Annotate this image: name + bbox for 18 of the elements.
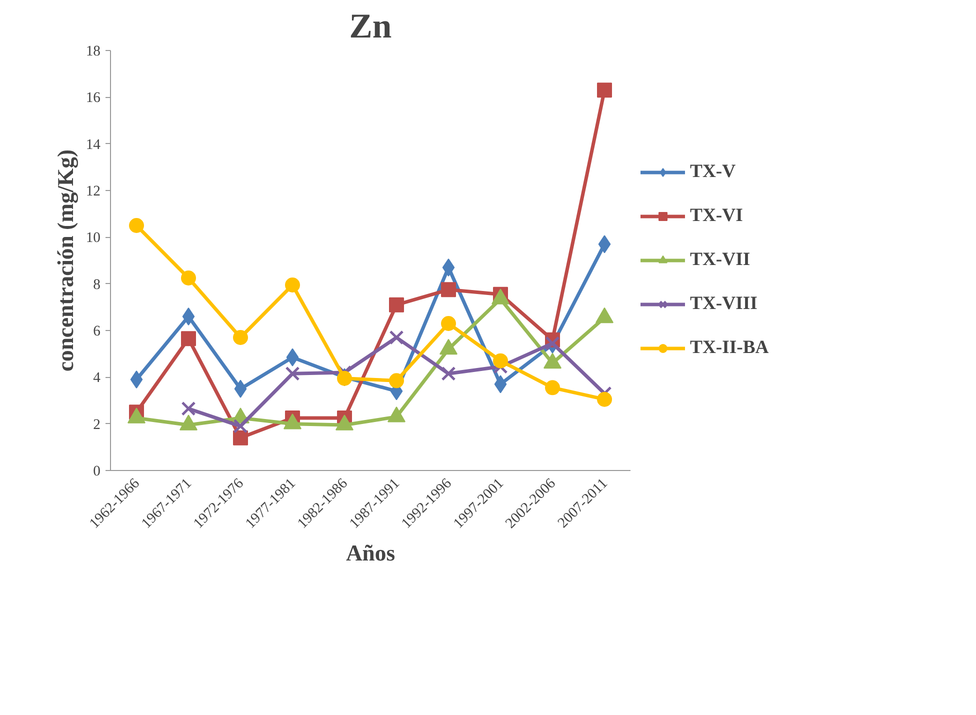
chart-title: Zn [349, 8, 392, 46]
y-tick-label: 0 [93, 464, 100, 480]
legend-label: TX-VIII [690, 293, 758, 315]
x-axis-title: Años [346, 540, 396, 566]
y-tick-label: 8 [93, 276, 100, 293]
y-tick-label: 10 [86, 230, 100, 246]
legend-label: TX-VII [690, 249, 752, 271]
y-axis-title: concentración (mg/Kg) [52, 149, 78, 372]
legend-label: TX-VI [690, 205, 744, 227]
legend-label: TX-V [690, 161, 737, 183]
y-tick-label: 6 [93, 324, 100, 340]
y-tick-label: 14 [86, 136, 102, 153]
legend-label: TX-II-BA [690, 337, 770, 359]
y-tick-label: 16 [86, 90, 100, 106]
y-tick-label: 2 [93, 416, 100, 433]
y-tick-label: 4 [93, 370, 102, 386]
y-tick-label: 12 [86, 184, 100, 200]
y-tick-label: 18 [86, 44, 100, 60]
